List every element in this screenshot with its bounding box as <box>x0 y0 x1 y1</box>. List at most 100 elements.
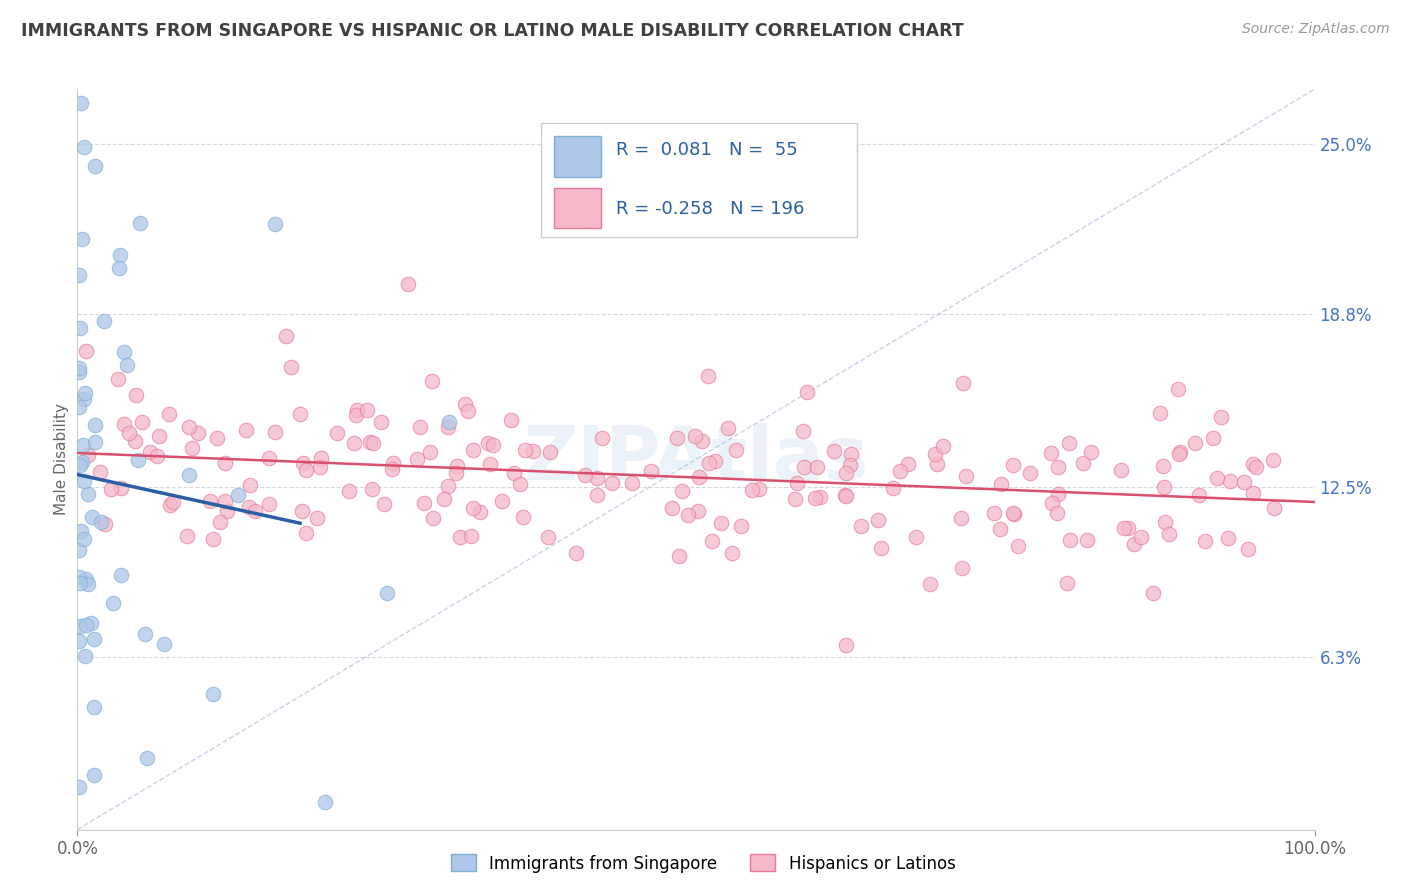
Point <box>69 321 91 335</box>
Point <box>1130 531 1153 545</box>
Point <box>463 500 485 515</box>
Point <box>538 445 561 459</box>
Point <box>661 501 683 516</box>
Point <box>990 476 1012 491</box>
Point <box>177 467 200 482</box>
Point <box>620 476 643 491</box>
Point <box>897 457 920 471</box>
Point <box>294 525 316 540</box>
Point <box>73 392 96 407</box>
Point <box>1056 576 1078 591</box>
Point <box>786 476 808 491</box>
Point <box>1194 533 1216 548</box>
Point <box>118 425 141 440</box>
Point <box>838 458 860 473</box>
Point <box>1263 501 1285 516</box>
Point <box>69 95 91 110</box>
Point <box>419 445 441 459</box>
Point <box>592 431 614 445</box>
Point <box>1209 409 1232 424</box>
Point <box>437 415 460 429</box>
Point <box>1153 480 1175 494</box>
Point <box>804 491 827 505</box>
Point <box>83 159 105 173</box>
Point <box>134 627 156 641</box>
Point <box>125 387 148 401</box>
Point <box>280 360 302 375</box>
Point <box>214 494 236 508</box>
Point <box>1184 435 1206 450</box>
Point <box>67 780 90 794</box>
Y-axis label: Male Disability: Male Disability <box>53 403 69 516</box>
Point <box>1243 457 1265 471</box>
Point <box>73 648 96 663</box>
Point <box>381 462 404 476</box>
Point <box>257 451 280 466</box>
Point <box>703 454 725 468</box>
FancyBboxPatch shape <box>554 136 600 177</box>
Point <box>406 451 429 466</box>
Point <box>1167 447 1189 461</box>
Point <box>835 489 858 503</box>
Point <box>683 429 706 443</box>
Point <box>717 421 740 435</box>
Point <box>710 516 733 530</box>
Point <box>294 463 316 477</box>
Text: ZIPAtlas: ZIPAtlas <box>523 423 869 496</box>
Point <box>983 506 1005 520</box>
Point <box>239 478 262 492</box>
Point <box>311 450 333 465</box>
Point <box>1123 536 1146 550</box>
Point <box>513 442 536 457</box>
Point <box>453 397 475 411</box>
Point <box>823 444 845 458</box>
Point <box>1241 486 1264 500</box>
Point <box>477 436 499 450</box>
Point <box>129 216 152 230</box>
Point <box>433 491 456 506</box>
Point <box>83 768 105 782</box>
Text: Source: ZipAtlas.com: Source: ZipAtlas.com <box>1241 22 1389 37</box>
Point <box>148 429 170 443</box>
Point <box>72 232 94 246</box>
Legend: Immigrants from Singapore, Hispanics or Latinos: Immigrants from Singapore, Hispanics or … <box>444 847 962 880</box>
Point <box>481 438 503 452</box>
Point <box>75 385 97 400</box>
Point <box>75 617 97 632</box>
Point <box>314 795 336 809</box>
Point <box>381 456 404 470</box>
Point <box>214 456 236 470</box>
Point <box>1039 446 1062 460</box>
Point <box>870 541 893 555</box>
Point <box>67 543 90 558</box>
Point <box>501 413 523 427</box>
Point <box>952 376 974 390</box>
Point <box>721 546 744 560</box>
Point <box>1233 475 1256 489</box>
Point <box>1071 457 1094 471</box>
Point <box>446 459 468 474</box>
Point <box>835 638 858 652</box>
Point <box>69 458 91 472</box>
Point <box>110 568 132 582</box>
Point <box>1188 488 1211 502</box>
Point <box>1111 463 1133 477</box>
Point <box>264 217 287 231</box>
Point <box>449 530 471 544</box>
Point <box>585 471 607 485</box>
FancyBboxPatch shape <box>554 187 600 228</box>
Point <box>396 277 419 291</box>
Point <box>291 504 314 518</box>
Point <box>145 450 167 464</box>
Point <box>343 435 366 450</box>
Point <box>326 425 349 440</box>
Point <box>409 420 432 434</box>
Point <box>80 615 103 630</box>
Point <box>796 385 818 400</box>
Point <box>955 469 977 483</box>
Point <box>730 519 752 533</box>
Point <box>359 434 381 449</box>
Point <box>112 344 135 359</box>
Point <box>1205 470 1227 484</box>
Point <box>84 434 107 449</box>
